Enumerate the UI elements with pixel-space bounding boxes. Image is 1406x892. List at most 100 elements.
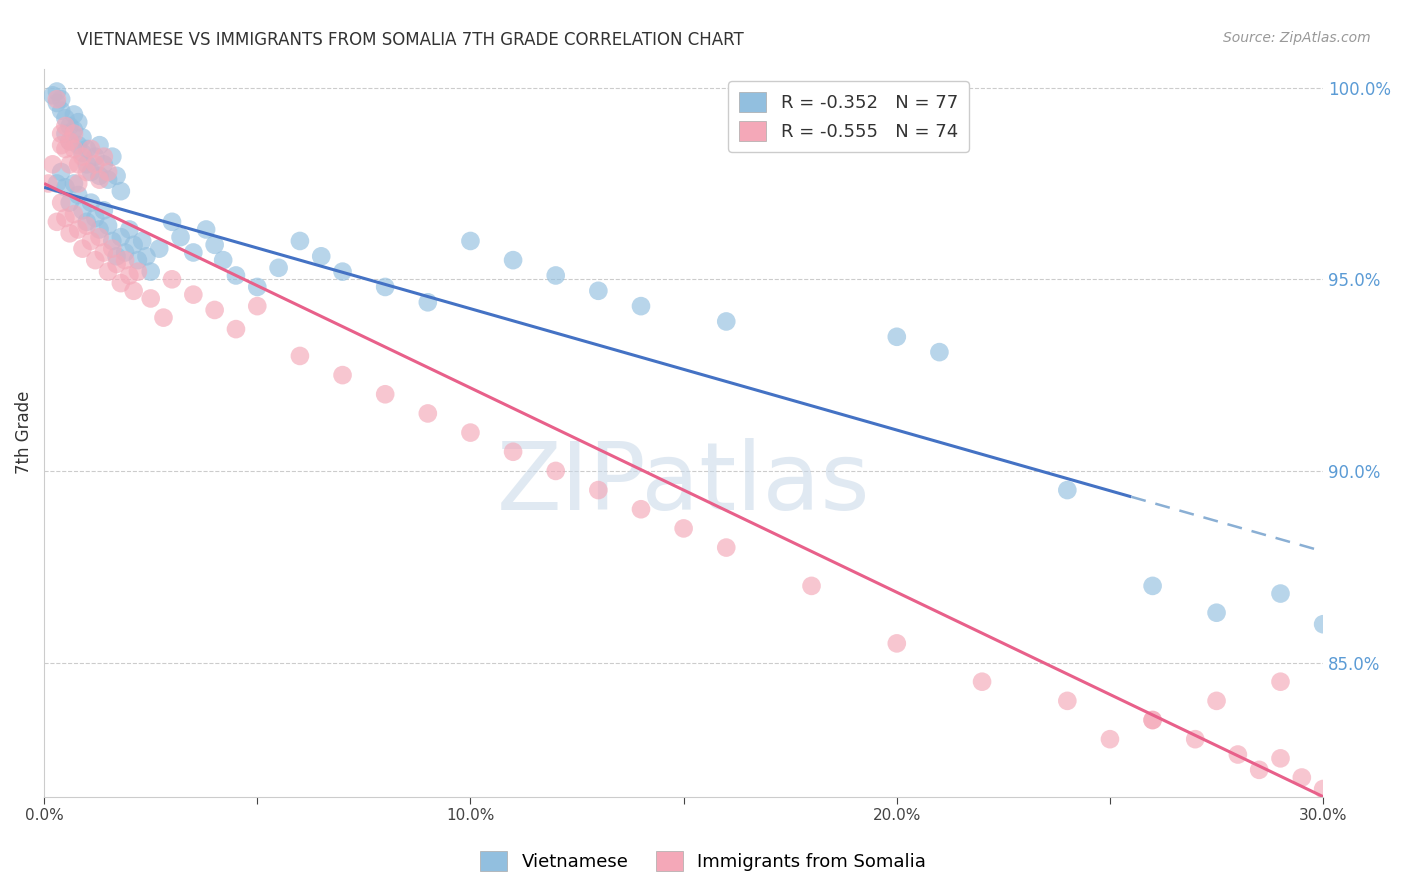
- Point: [51, 92, 73, 106]
- Point: [63, 207, 86, 221]
- Point: [55, 211, 77, 225]
- Point: [110, 184, 132, 198]
- Point: [93, 245, 115, 260]
- Point: [544, 464, 567, 478]
- Point: [1249, 763, 1271, 777]
- Point: [93, 203, 115, 218]
- Point: [139, 265, 162, 279]
- Point: [89, 169, 111, 183]
- Point: [1270, 586, 1292, 600]
- Point: [55, 142, 77, 156]
- Point: [63, 177, 86, 191]
- Point: [67, 177, 90, 191]
- Point: [76, 157, 98, 171]
- Point: [67, 222, 90, 236]
- Point: [72, 242, 94, 256]
- Point: [588, 284, 610, 298]
- Point: [118, 268, 141, 283]
- Point: [89, 222, 111, 236]
- Point: [72, 150, 94, 164]
- Point: [212, 253, 235, 268]
- Point: [928, 345, 950, 359]
- Point: [110, 230, 132, 244]
- Point: [89, 138, 111, 153]
- Point: [131, 234, 153, 248]
- Point: [288, 234, 311, 248]
- Point: [127, 253, 149, 268]
- Point: [76, 215, 98, 229]
- Point: [84, 157, 107, 171]
- Point: [183, 287, 205, 301]
- Y-axis label: 7th Grade: 7th Grade: [15, 391, 32, 475]
- Point: [800, 579, 823, 593]
- Point: [502, 253, 524, 268]
- Point: [76, 142, 98, 156]
- Point: [59, 157, 82, 171]
- Point: [225, 322, 247, 336]
- Point: [886, 330, 908, 344]
- Point: [51, 138, 73, 153]
- Point: [1226, 747, 1249, 762]
- Point: [51, 165, 73, 179]
- Point: [72, 203, 94, 218]
- Point: [246, 280, 269, 294]
- Point: [127, 265, 149, 279]
- Point: [80, 142, 103, 156]
- Point: [63, 127, 86, 141]
- Point: [55, 127, 77, 141]
- Point: [45, 92, 67, 106]
- Point: [76, 165, 98, 179]
- Point: [51, 127, 73, 141]
- Point: [45, 215, 67, 229]
- Point: [41, 88, 63, 103]
- Point: [55, 119, 77, 133]
- Point: [59, 134, 82, 148]
- Point: [84, 211, 107, 225]
- Point: [55, 112, 77, 126]
- Point: [89, 172, 111, 186]
- Point: [45, 85, 67, 99]
- Point: [1205, 694, 1227, 708]
- Point: [67, 115, 90, 129]
- Point: [374, 280, 396, 294]
- Point: [89, 230, 111, 244]
- Point: [460, 234, 482, 248]
- Point: [67, 188, 90, 202]
- Point: [84, 253, 107, 268]
- Point: [101, 242, 124, 256]
- Point: [72, 145, 94, 160]
- Point: [93, 150, 115, 164]
- Point: [63, 107, 86, 121]
- Point: [1056, 483, 1078, 497]
- Text: VIETNAMESE VS IMMIGRANTS FROM SOMALIA 7TH GRADE CORRELATION CHART: VIETNAMESE VS IMMIGRANTS FROM SOMALIA 7T…: [77, 31, 744, 49]
- Point: [716, 541, 738, 555]
- Point: [1333, 786, 1355, 800]
- Point: [1205, 606, 1227, 620]
- Point: [105, 257, 128, 271]
- Point: [1184, 732, 1206, 747]
- Point: [122, 284, 145, 298]
- Legend: Vietnamese, Immigrants from Somalia: Vietnamese, Immigrants from Somalia: [472, 844, 934, 879]
- Point: [80, 234, 103, 248]
- Point: [67, 138, 90, 153]
- Point: [101, 150, 124, 164]
- Text: ZIPatlas: ZIPatlas: [496, 438, 870, 530]
- Point: [59, 119, 82, 133]
- Legend: R = -0.352   N = 77, R = -0.555   N = 74: R = -0.352 N = 77, R = -0.555 N = 74: [728, 81, 969, 152]
- Point: [97, 165, 120, 179]
- Point: [630, 502, 652, 516]
- Point: [59, 134, 82, 148]
- Point: [204, 302, 226, 317]
- Point: [1291, 771, 1313, 785]
- Point: [51, 195, 73, 210]
- Point: [195, 222, 218, 236]
- Point: [63, 142, 86, 156]
- Point: [225, 268, 247, 283]
- Point: [105, 249, 128, 263]
- Point: [1142, 713, 1164, 727]
- Point: [544, 268, 567, 283]
- Point: [1056, 694, 1078, 708]
- Point: [1312, 782, 1334, 797]
- Point: [37, 177, 59, 191]
- Point: [114, 245, 136, 260]
